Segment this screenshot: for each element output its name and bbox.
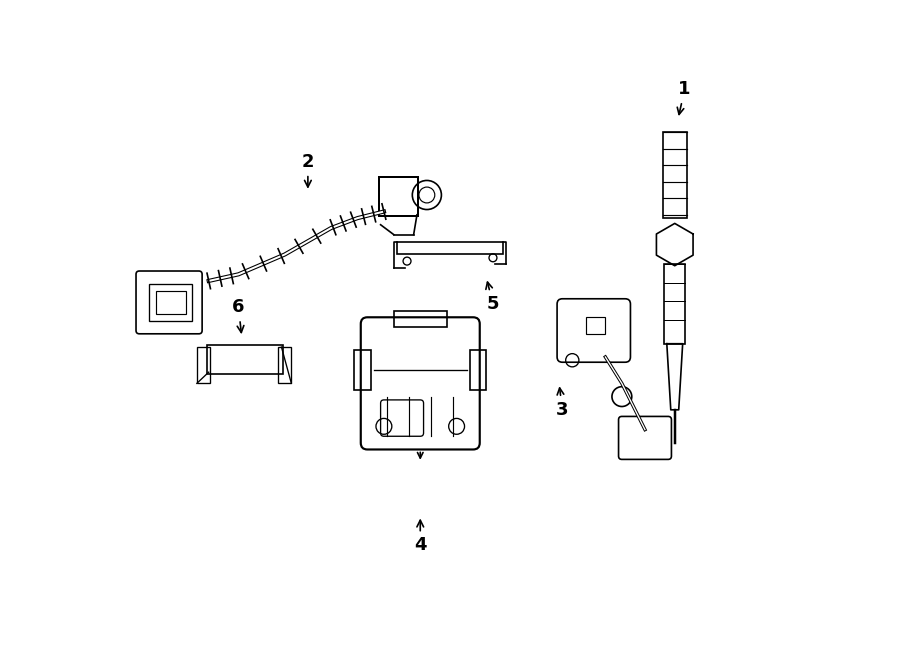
Bar xyxy=(355,350,371,390)
Text: 3: 3 xyxy=(556,388,569,419)
Bar xyxy=(394,311,446,327)
Text: 1: 1 xyxy=(677,80,691,114)
Text: 6: 6 xyxy=(232,298,245,332)
Bar xyxy=(470,350,486,390)
Bar xyxy=(397,242,503,254)
Bar xyxy=(197,347,210,383)
Bar xyxy=(156,291,185,314)
Text: 5: 5 xyxy=(486,282,500,313)
Bar xyxy=(149,284,193,321)
Bar xyxy=(278,347,292,383)
Text: 4: 4 xyxy=(414,520,427,555)
Bar xyxy=(586,317,606,334)
Bar xyxy=(664,264,685,344)
Text: 2: 2 xyxy=(302,153,314,187)
Bar xyxy=(662,132,687,218)
